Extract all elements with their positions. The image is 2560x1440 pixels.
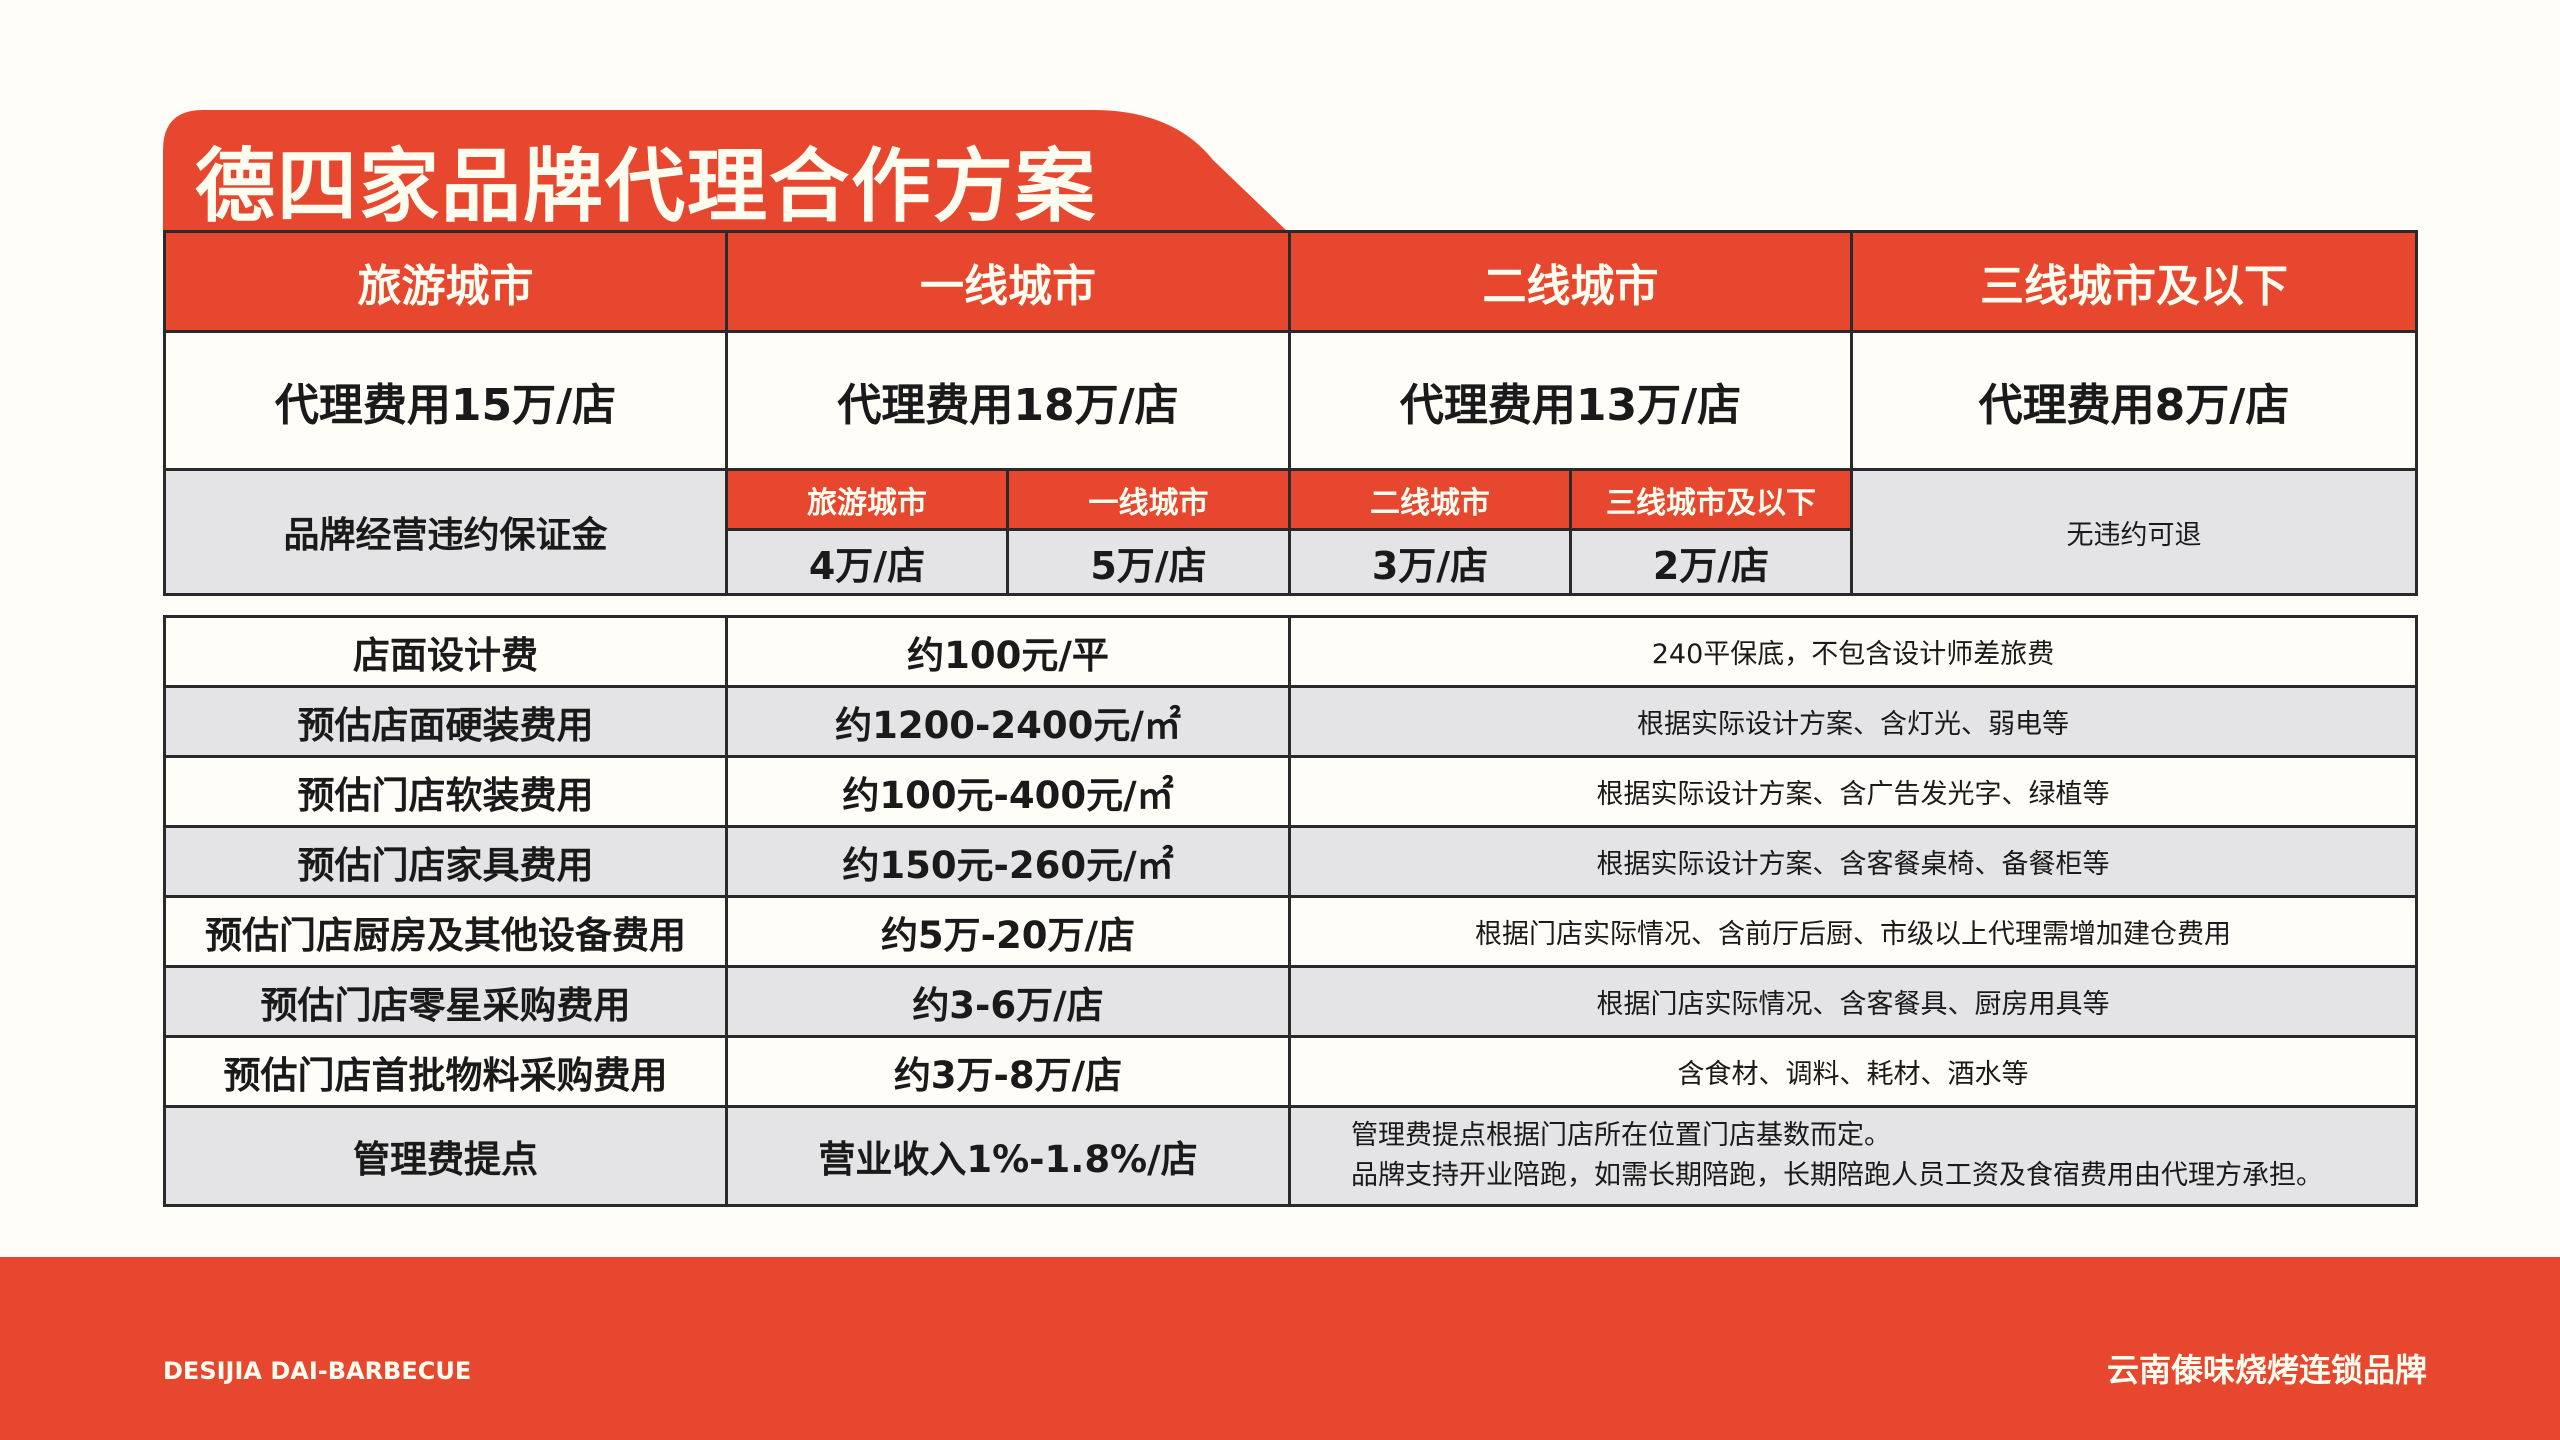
deposit-note: 无违约可退: [1850, 468, 2418, 596]
note-line: 管理费提点根据门店所在位置门店基数而定。: [1351, 1120, 1891, 1151]
cost-note: 240平保底，不包含设计师差旅费: [1288, 615, 2418, 688]
deposit-sub-city: 旅游城市: [725, 468, 1009, 531]
cost-row: 预估门店厨房及其他设备费用 约5万-20万/店 根据门店实际情况、含前厅后厨、市级以…: [163, 895, 2418, 968]
cost-amount: 营业收入1%-1.8%/店: [725, 1105, 1291, 1207]
cost-amount: 约100元-400元/㎡: [725, 755, 1291, 828]
city-header: 三线城市及以下: [1850, 230, 2418, 333]
cost-item: 预估门店首批物料采购费用: [163, 1035, 728, 1108]
deposit-sub-city: 二线城市: [1288, 468, 1572, 531]
cost-item: 预估店面硬装费用: [163, 685, 728, 758]
fee-cell: 代理费用13万/店: [1288, 330, 1853, 471]
deposit-sub-city: 三线城市及以下: [1569, 468, 1853, 531]
deposit-label: 品牌经营违约保证金: [163, 468, 728, 596]
cost-row: 店面设计费 约100元/平 240平保底，不包含设计师差旅费: [163, 615, 2418, 688]
city-header: 旅游城市: [163, 230, 728, 333]
cost-amount: 约150元-260元/㎡: [725, 825, 1291, 898]
deposit-sub-city: 一线城市: [1006, 468, 1291, 531]
cost-row: 预估店面硬装费用 约1200-2400元/㎡ 根据实际设计方案、含灯光、弱电等: [163, 685, 2418, 758]
city-header-row: 旅游城市 一线城市 二线城市 三线城市及以下: [163, 230, 2418, 333]
cost-amount: 约5万-20万/店: [725, 895, 1291, 968]
footer-slogan: 云南傣味烧烤连锁品牌: [2106, 1351, 2427, 1389]
cost-amount: 约3万-8万/店: [725, 1035, 1291, 1108]
cost-amount: 约100元/平: [725, 615, 1291, 688]
cost-note: 根据实际设计方案、含广告发光字、绿植等: [1288, 755, 2418, 828]
footer-bar: DESIJIA DAI-BARBECUE 云南傣味烧烤连锁品牌: [0, 1257, 2560, 1440]
deposit-value: 5万/店: [1006, 528, 1291, 596]
fee-row: 代理费用15万/店 代理费用18万/店 代理费用13万/店 代理费用8万/店: [163, 330, 2418, 471]
cost-item: 店面设计费: [163, 615, 728, 688]
note-line: 品牌支持开业陪跑，如需长期陪跑，长期陪跑人员工资及食宿费用由代理方承担。: [1351, 1160, 2323, 1191]
cost-note: 管理费提点根据门店所在位置门店基数而定。品牌支持开业陪跑，如需长期陪跑，长期陪跑…: [1288, 1105, 2418, 1207]
city-header: 二线城市: [1288, 230, 1853, 333]
fee-cell: 代理费用8万/店: [1850, 330, 2418, 471]
footer-brand-en: DESIJIA DAI-BARBECUE: [163, 1357, 472, 1385]
cost-item: 管理费提点: [163, 1105, 728, 1207]
cost-amount: 约1200-2400元/㎡: [725, 685, 1291, 758]
cost-row: 预估门店首批物料采购费用 约3万-8万/店 含食材、调料、耗材、酒水等: [163, 1035, 2418, 1108]
deposit-value: 2万/店: [1569, 528, 1853, 596]
city-header: 一线城市: [725, 230, 1291, 333]
cost-row: 预估门店软装费用 约100元-400元/㎡ 根据实际设计方案、含广告发光字、绿植等: [163, 755, 2418, 828]
cost-row: 预估门店家具费用 约150元-260元/㎡ 根据实际设计方案、含客餐桌椅、备餐柜等: [163, 825, 2418, 898]
fee-cell: 代理费用18万/店: [725, 330, 1291, 471]
page-title: 德四家品牌代理合作方案: [195, 140, 1097, 233]
title-tab: [163, 110, 1288, 232]
cost-item: 预估门店软装费用: [163, 755, 728, 828]
deposit-values-row: 4万/店 5万/店 3万/店 2万/店: [165, 528, 2417, 596]
deposit-row: 品牌经营违约保证金 旅游城市 一线城市 二线城市 三线城市及以下 无违约可退: [163, 468, 2418, 596]
mgmt-row: 管理费提点 营业收入1%-1.8%/店 管理费提点根据门店所在位置门店基数而定。…: [163, 1105, 2418, 1207]
agency-fee-table: 旅游城市 一线城市 二线城市 三线城市及以下 代理费用15万/店 代理费用18万…: [163, 230, 2418, 596]
deposit-value: 3万/店: [1288, 528, 1572, 596]
cost-item: 预估门店厨房及其他设备费用: [163, 895, 728, 968]
cost-note: 根据实际设计方案、含灯光、弱电等: [1288, 685, 2418, 758]
deposit-value: 4万/店: [725, 528, 1009, 596]
cost-note: 根据实际设计方案、含客餐桌椅、备餐柜等: [1288, 825, 2418, 898]
cost-row: 预估门店零星采购费用 约3-6万/店 根据门店实际情况、含客餐具、厨房用具等: [163, 965, 2418, 1038]
cost-item: 预估门店零星采购费用: [163, 965, 728, 1038]
fee-cell: 代理费用15万/店: [163, 330, 728, 471]
cost-note: 根据门店实际情况、含前厅后厨、市级以上代理需增加建仓费用: [1288, 895, 2418, 968]
cost-item: 预估门店家具费用: [163, 825, 728, 898]
cost-amount: 约3-6万/店: [725, 965, 1291, 1038]
cost-note: 含食材、调料、耗材、酒水等: [1288, 1035, 2418, 1108]
cost-note: 根据门店实际情况、含客餐具、厨房用具等: [1288, 965, 2418, 1038]
cost-table: 店面设计费 约100元/平 240平保底，不包含设计师差旅费 预估店面硬装费用 约120…: [163, 615, 2418, 1207]
